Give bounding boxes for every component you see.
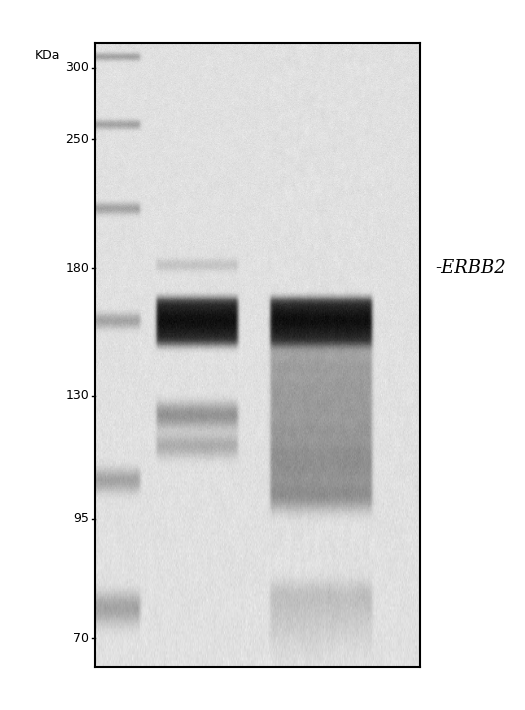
- Text: 130: 130: [66, 389, 89, 402]
- Text: -ERBB2: -ERBB2: [436, 259, 507, 277]
- Text: 250: 250: [66, 133, 89, 146]
- Text: 95: 95: [74, 512, 89, 525]
- Text: KDa: KDa: [35, 48, 60, 62]
- Text: 70: 70: [74, 632, 89, 645]
- Text: 300: 300: [66, 61, 89, 75]
- Text: 180: 180: [66, 261, 89, 275]
